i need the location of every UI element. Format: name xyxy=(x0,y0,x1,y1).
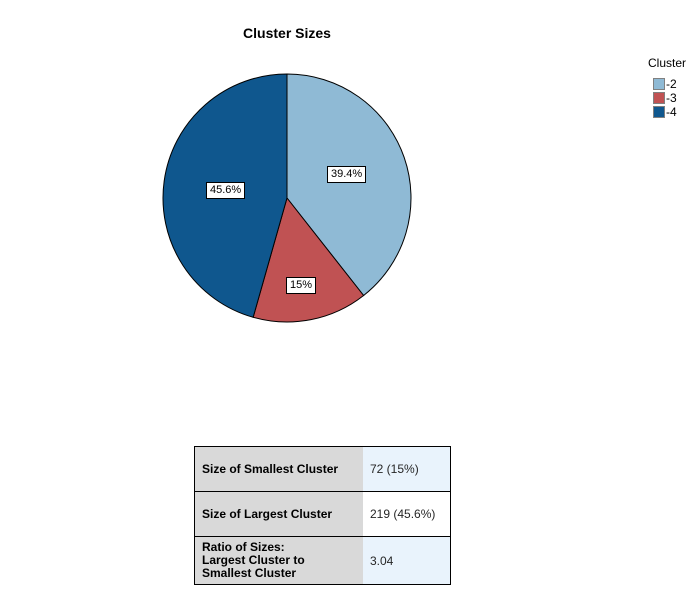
pie-slice-minus-2 xyxy=(286,73,412,297)
legend-swatch-icon xyxy=(653,78,665,90)
row-label-ratio-of-sizes: Ratio of Sizes: Largest Cluster to Small… xyxy=(194,536,363,585)
row-value-smallest-cluster: 72 (15%) xyxy=(363,446,451,492)
cluster-summary-table: Size of Smallest Cluster 72 (15%) Size o… xyxy=(194,446,451,585)
table-row: Size of Largest Cluster 219 (45.6%) xyxy=(194,491,451,537)
legend-item-label: -4 xyxy=(666,105,677,119)
chart-title: Cluster Sizes xyxy=(243,25,331,41)
pie-chart xyxy=(162,73,412,323)
legend-item-cluster-3: -3 xyxy=(645,91,686,105)
table-row: Ratio of Sizes: Largest Cluster to Small… xyxy=(194,536,451,585)
row-label-smallest-cluster: Size of Smallest Cluster xyxy=(194,446,363,492)
table-row: Size of Smallest Cluster 72 (15%) xyxy=(194,446,451,492)
slice-label-cluster-3: 15% xyxy=(286,277,317,294)
legend-item-label: -3 xyxy=(666,91,677,105)
legend-item-label: -2 xyxy=(666,77,677,91)
legend: Cluster -2 -3 -4 xyxy=(645,56,686,119)
row-value-largest-cluster: 219 (45.6%) xyxy=(363,491,451,537)
pie-slice-minus-3 xyxy=(252,196,365,323)
legend-item-cluster-4: -4 xyxy=(645,105,686,119)
legend-item-cluster-2: -2 xyxy=(645,77,686,91)
row-label-largest-cluster: Size of Largest Cluster xyxy=(194,491,363,537)
legend-title: Cluster xyxy=(648,56,687,70)
row-value-ratio-of-sizes: 3.04 xyxy=(363,536,451,585)
legend-swatch-icon xyxy=(653,92,665,104)
slice-label-cluster-2: 39.4% xyxy=(327,166,367,183)
legend-swatch-icon xyxy=(653,106,665,118)
slice-label-cluster-4: 45.6% xyxy=(206,182,246,199)
